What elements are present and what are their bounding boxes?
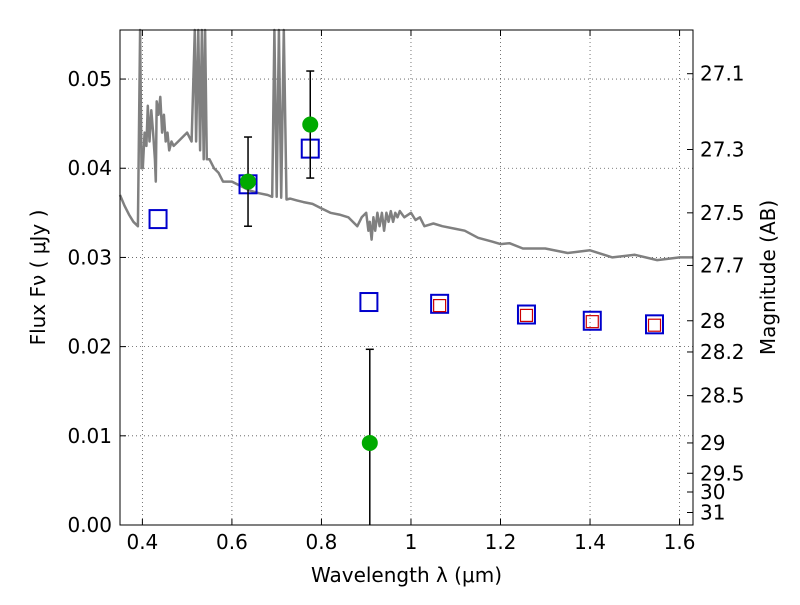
- observed-flux-point: [302, 116, 319, 133]
- x-tick-label: 1.4: [574, 530, 606, 554]
- right-tick-label: 28.5: [700, 384, 745, 408]
- x-tick-label: 1.2: [485, 530, 517, 554]
- right-tick-label: 28: [700, 309, 725, 333]
- y-tick-label: 0.02: [67, 335, 112, 359]
- axis-ticks: 0.4 0.6 0.8 1 1.2 1.4 1.6 0.00 0.01 0.02 0.03 0.04 0…: [67, 30, 745, 554]
- right-tick-label: 27.7: [700, 253, 745, 277]
- observed-flux-point: [361, 434, 378, 451]
- right-tick-label: 27.1: [700, 62, 745, 86]
- right-tick-label: 29.5: [700, 461, 745, 485]
- synthetic-flux-box: [516, 304, 536, 325]
- x-axis-label: Wavelength λ (μm): [311, 563, 502, 587]
- model-spectrum-line: [118, 28, 693, 262]
- x-tick-label: 0.4: [126, 530, 158, 554]
- observed-flux-point: [240, 173, 257, 190]
- x-tick-label: 1.6: [664, 530, 696, 554]
- right-tick-label: 30: [700, 480, 725, 504]
- right-tick-label: 28.2: [700, 340, 745, 364]
- y-axis-label: Flux Fν ( μJy ): [26, 210, 50, 346]
- synthetic-flux-box: [359, 292, 379, 313]
- synthetic-flux-box: [148, 209, 168, 230]
- right-tick-label: 29: [700, 431, 725, 455]
- model-flux-box: [585, 315, 599, 329]
- model-spectrum: [118, 28, 693, 262]
- x-tick-label: 0.8: [306, 530, 338, 554]
- x-tick-label: 1: [405, 530, 418, 554]
- right-tick-label: 27.3: [700, 138, 745, 162]
- y-tick-label: 0.03: [67, 245, 112, 269]
- y-tick-label: 0.01: [67, 424, 112, 448]
- model-flux-box: [519, 308, 534, 323]
- right-tick-label: 31: [700, 501, 725, 525]
- y-tick-label: 0.04: [67, 156, 112, 180]
- y-tick-label: 0.05: [67, 67, 112, 91]
- grid-lines: [120, 30, 693, 526]
- synthetic-flux-box: [430, 293, 450, 314]
- right-tick-label: 27.5: [700, 201, 745, 225]
- plot-frame: [119, 29, 694, 526]
- data-markers: [148, 70, 665, 525]
- synthetic-flux-box: [582, 310, 602, 331]
- synthetic-flux-box: [645, 314, 665, 335]
- x-tick-label: 0.6: [216, 530, 248, 554]
- right-axis-label: Magnitude (AB): [756, 200, 780, 355]
- model-flux-box: [433, 298, 447, 313]
- model-flux-box: [647, 318, 662, 332]
- y-tick-label: 0.00: [67, 513, 112, 537]
